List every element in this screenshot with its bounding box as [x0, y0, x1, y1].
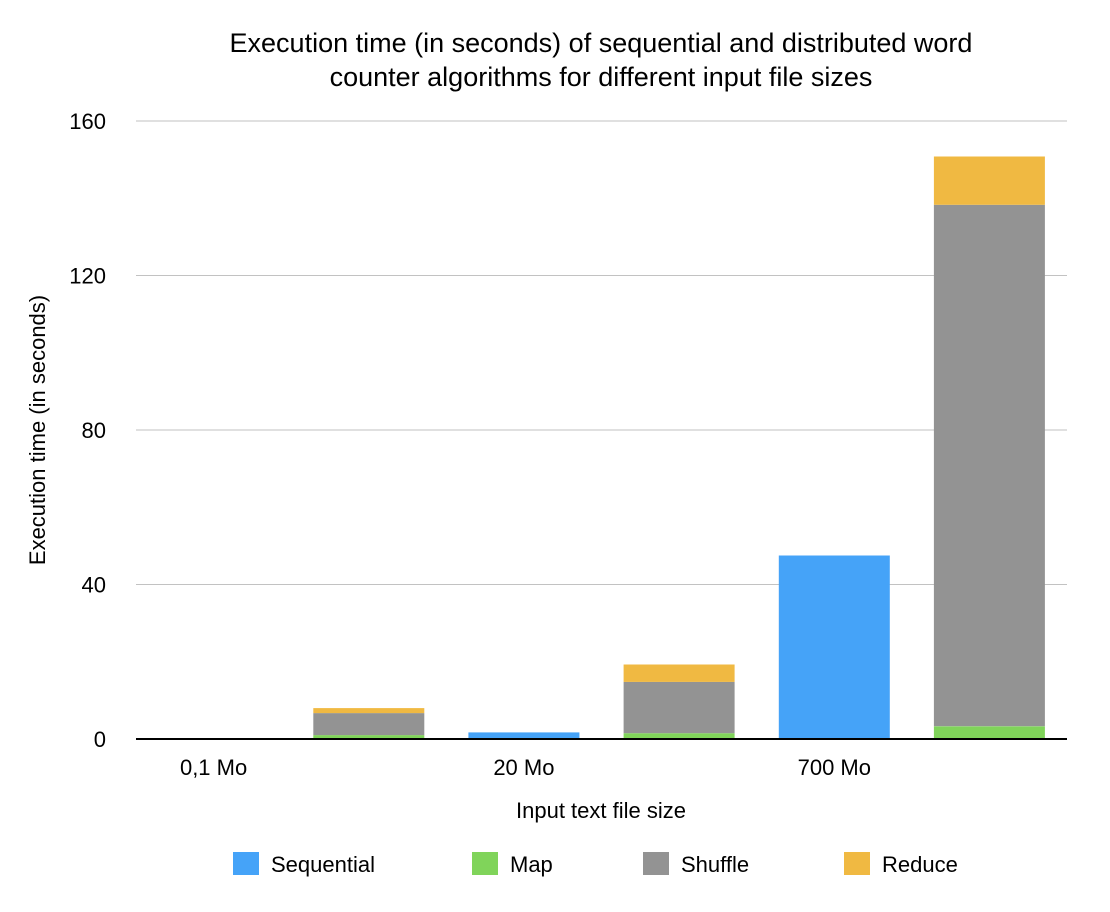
legend-swatch [643, 852, 669, 875]
bar-group [468, 732, 580, 739]
gridlines [136, 120, 1067, 585]
bar-segment-map [933, 726, 1045, 739]
bar-group [933, 156, 1045, 739]
legend-swatch [844, 852, 870, 875]
bar-segment-sequential [468, 732, 580, 739]
legend-item-shuffle: Shuffle [643, 852, 749, 877]
bar-segment-reduce [313, 708, 425, 714]
y-axis-label: Execution time (in seconds) [25, 295, 50, 565]
legend-item-sequential: Sequential [233, 852, 375, 877]
legend-swatch [233, 852, 259, 875]
bars [313, 156, 1045, 739]
legend-label: Map [510, 852, 553, 877]
y-tick-label: 80 [82, 418, 106, 443]
y-tick-label: 120 [69, 264, 106, 289]
bar-segment-map [623, 733, 735, 739]
bar-group [623, 664, 735, 739]
bar-segment-shuffle [933, 204, 1045, 727]
bar-group [313, 708, 425, 739]
chart-title-line-2: counter algorithms for different input f… [330, 62, 873, 92]
x-axis-label: Input text file size [516, 798, 686, 823]
y-tick-label: 40 [82, 573, 106, 598]
bar-group [778, 555, 890, 739]
x-category-label: 20 Mo [493, 755, 554, 780]
bar-segment-sequential [778, 555, 890, 739]
legend-swatch [472, 852, 498, 875]
bar-segment-shuffle [313, 713, 425, 736]
legend-label: Shuffle [681, 852, 749, 877]
y-tick-label: 0 [94, 727, 106, 752]
x-category-label: 700 Mo [798, 755, 871, 780]
legend-item-map: Map [472, 852, 553, 877]
chart-title-line-1: Execution time (in seconds) of sequentia… [230, 28, 973, 58]
y-tick-label: 160 [69, 109, 106, 134]
legend-label: Sequential [271, 852, 375, 877]
y-axis-ticks: 0 40 80 120 160 [69, 109, 106, 752]
bar-segment-reduce [623, 664, 735, 682]
x-axis-categories: 0,1 Mo 20 Mo 700 Mo [180, 755, 871, 780]
bar-segment-shuffle [623, 681, 735, 734]
x-category-label: 0,1 Mo [180, 755, 247, 780]
bar-segment-map [313, 735, 425, 739]
bar-segment-reduce [933, 156, 1045, 205]
legend-item-reduce: Reduce [844, 852, 958, 877]
legend: Sequential Map Shuffle Reduce [233, 852, 958, 877]
legend-label: Reduce [882, 852, 958, 877]
